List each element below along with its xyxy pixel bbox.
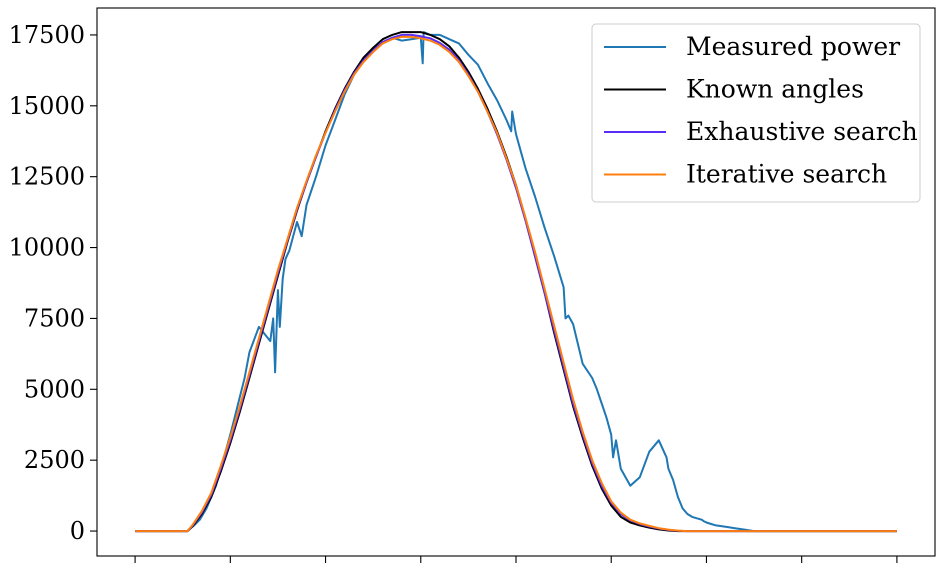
y-tick-label-3: 7500	[24, 304, 85, 332]
y-tick-label-0: 0	[70, 517, 85, 545]
y-axis: 0 2500 5000 7500 10000 12500 15000 17500	[9, 21, 97, 545]
legend-box	[591, 23, 921, 203]
legend-label-0: Measured power	[686, 32, 900, 61]
legend-label-1: Known angles	[686, 75, 864, 104]
y-tick-label-4: 10000	[9, 234, 85, 262]
legend: Measured power Known angles Exhaustive sea…	[591, 23, 921, 203]
series-line-0	[135, 31, 897, 533]
y-tick-label-6: 15000	[9, 92, 85, 120]
y-tick-label-7: 17500	[9, 21, 85, 49]
legend-label-3: Iterative search	[686, 160, 887, 189]
series-line-3	[135, 35, 897, 533]
y-tick-label-2: 5000	[24, 375, 85, 403]
y-tick-label-5: 12500	[9, 163, 85, 191]
legend-label-2: Exhaustive search	[686, 117, 918, 146]
x-axis	[134, 556, 898, 563]
y-tick-label-1: 2500	[24, 446, 85, 474]
series-layer	[135, 31, 897, 533]
